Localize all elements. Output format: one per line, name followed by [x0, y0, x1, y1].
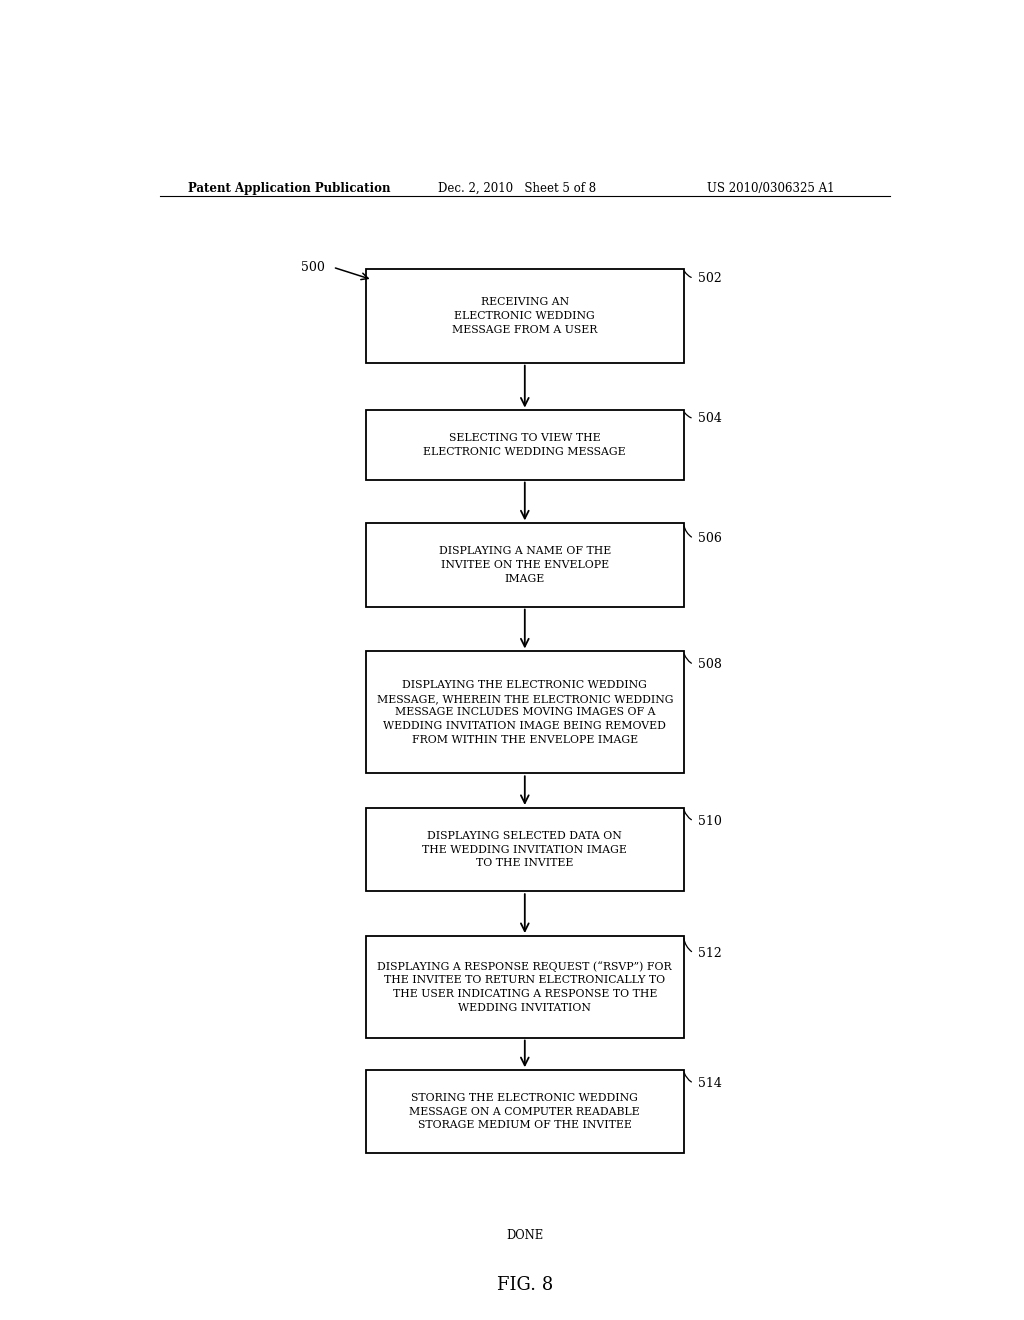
- Text: DONE: DONE: [506, 1229, 544, 1242]
- Text: 502: 502: [697, 272, 722, 285]
- Text: STORING THE ELECTRONIC WEDDING
MESSAGE ON A COMPUTER READABLE
STORAGE MEDIUM OF : STORING THE ELECTRONIC WEDDING MESSAGE O…: [410, 1093, 640, 1130]
- Text: SELECTING TO VIEW THE
ELECTRONIC WEDDING MESSAGE: SELECTING TO VIEW THE ELECTRONIC WEDDING…: [424, 433, 626, 457]
- Bar: [367, 936, 684, 1038]
- Text: 512: 512: [697, 946, 722, 960]
- Text: DISPLAYING SELECTED DATA ON
THE WEDDING INVITATION IMAGE
TO THE INVITEE: DISPLAYING SELECTED DATA ON THE WEDDING …: [422, 832, 628, 869]
- Text: 504: 504: [697, 412, 722, 425]
- Bar: [367, 523, 684, 607]
- Text: 510: 510: [697, 814, 722, 828]
- Text: 508: 508: [697, 659, 722, 671]
- Text: DISPLAYING A RESPONSE REQUEST (“RSVP”) FOR
THE INVITEE TO RETURN ELECTRONICALLY : DISPLAYING A RESPONSE REQUEST (“RSVP”) F…: [378, 961, 672, 1012]
- Bar: [367, 651, 684, 774]
- Text: 506: 506: [697, 532, 722, 545]
- Bar: [367, 1071, 684, 1154]
- Bar: [367, 411, 684, 479]
- Bar: [367, 269, 684, 363]
- Text: FIG. 8: FIG. 8: [497, 1275, 553, 1294]
- Text: 500: 500: [301, 260, 325, 273]
- Text: Patent Application Publication: Patent Application Publication: [187, 182, 390, 195]
- Text: RECEIVING AN
ELECTRONIC WEDDING
MESSAGE FROM A USER: RECEIVING AN ELECTRONIC WEDDING MESSAGE …: [453, 297, 597, 334]
- Text: DISPLAYING THE ELECTRONIC WEDDING
MESSAGE, WHEREIN THE ELECTRONIC WEDDING
MESSAG: DISPLAYING THE ELECTRONIC WEDDING MESSAG…: [377, 680, 673, 744]
- Bar: [367, 808, 684, 891]
- Text: DISPLAYING A NAME OF THE
INVITEE ON THE ENVELOPE
IMAGE: DISPLAYING A NAME OF THE INVITEE ON THE …: [438, 546, 611, 583]
- Text: 514: 514: [697, 1077, 722, 1090]
- Text: Dec. 2, 2010   Sheet 5 of 8: Dec. 2, 2010 Sheet 5 of 8: [437, 182, 596, 195]
- Text: US 2010/0306325 A1: US 2010/0306325 A1: [708, 182, 835, 195]
